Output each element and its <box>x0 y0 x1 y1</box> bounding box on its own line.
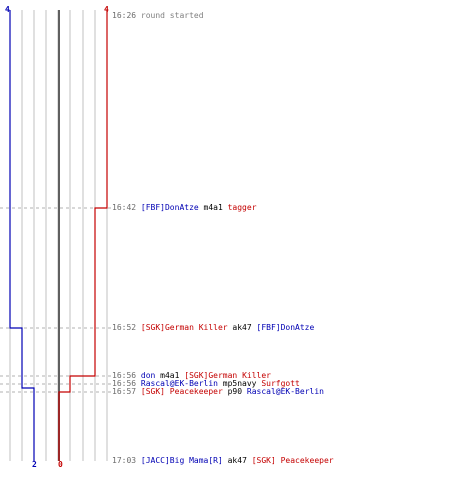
weapon-name: mp5navy <box>217 379 262 388</box>
weapon-name: p90 <box>222 387 247 396</box>
player-name: [JACC]Big Mama[R] <box>140 456 223 465</box>
weapon-name: ak47 <box>227 323 257 332</box>
event-row: 16:56 Rascal@EK-Berlin mp5navy Surfgott <box>112 380 300 388</box>
red-start-score: 4 <box>104 5 109 14</box>
player-name: [SGK] Peacekeeper <box>140 387 223 396</box>
blue-end-score: 2 <box>32 460 37 469</box>
player-name: Surfgott <box>261 379 300 388</box>
player-name: [SGK]German Killer <box>184 371 271 380</box>
event-time: 16:57 <box>112 387 141 396</box>
blue-start-score: 4 <box>5 5 10 14</box>
event-row: 16:42 [FBF]DonAtze m4a1 tagger <box>112 204 257 212</box>
weapon-name: ak47 <box>222 456 252 465</box>
player-name: don <box>140 371 156 380</box>
weapon-name: m4a1 <box>198 203 228 212</box>
event-time: 16:42 <box>112 203 141 212</box>
player-name: Rascal@EK-Berlin <box>246 387 324 396</box>
red-end-score: 0 <box>58 460 63 469</box>
player-name: [SGK]German Killer <box>140 323 228 332</box>
event-row: 16:56 don m4a1 [SGK]German Killer <box>112 372 271 380</box>
player-name: tagger <box>227 203 257 212</box>
score-lines <box>9 10 108 461</box>
event-row: 16:57 [SGK] Peacekeeper p90 Rascal@EK-Be… <box>112 388 324 396</box>
blue-score-line <box>9 10 35 461</box>
event-time: 16:52 <box>112 323 141 332</box>
player-name: Rascal@EK-Berlin <box>140 379 218 388</box>
event-row: 17:03 [JACC]Big Mama[R] ak47 [SGK] Peace… <box>112 457 334 465</box>
event-time: 16:26 <box>112 11 141 20</box>
player-name: [FBF]DonAtze <box>140 203 199 212</box>
event-time: 16:56 <box>112 371 141 380</box>
player-name: [SGK] Peacekeeper <box>251 456 334 465</box>
event-row: 16:26 round started <box>112 12 204 20</box>
event-time: 16:56 <box>112 379 141 388</box>
weapon-name: m4a1 <box>155 371 185 380</box>
grid-lines <box>9 10 108 461</box>
player-name: [FBF]DonAtze <box>256 323 315 332</box>
event-row: 16:52 [SGK]German Killer ak47 [FBF]DonAt… <box>112 324 314 332</box>
event-text: round started <box>140 11 204 20</box>
red-score-line <box>58 10 108 461</box>
event-time: 17:03 <box>112 456 141 465</box>
